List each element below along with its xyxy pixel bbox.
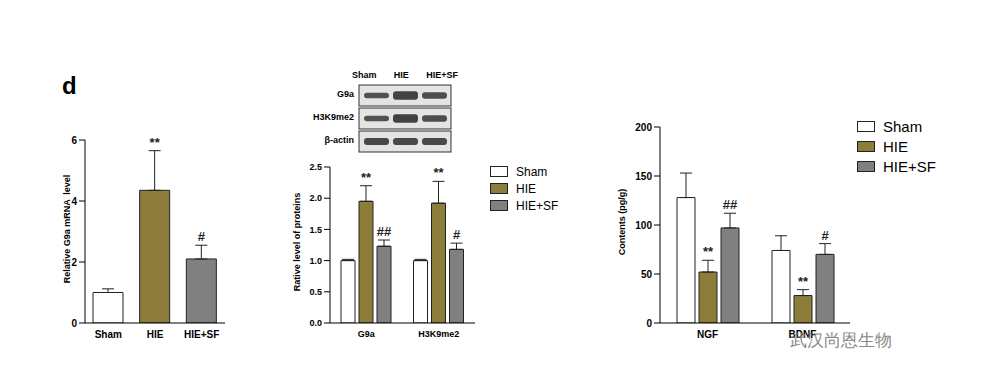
html-text:HIE+SF: HIE+SF bbox=[883, 157, 936, 175]
html-text:H3K9me2: H3K9me2 bbox=[313, 112, 354, 122]
html-text:HIE+SF: HIE+SF bbox=[426, 70, 458, 80]
svg-text:2: 2 bbox=[71, 257, 77, 268]
svg-text:6: 6 bbox=[71, 135, 77, 146]
svg-text:**: ** bbox=[433, 165, 444, 180]
html-text:Sham: Sham bbox=[883, 117, 923, 135]
html-text:HIE: HIE bbox=[393, 70, 409, 80]
html-text:武汉尚恩生物: 武汉尚恩生物 bbox=[790, 330, 892, 350]
svg-text:Sham: Sham bbox=[95, 329, 122, 340]
svg-text:**: ** bbox=[361, 170, 372, 185]
svg-text:1.5: 1.5 bbox=[309, 225, 322, 235]
svg-text:#: # bbox=[453, 227, 461, 242]
html-text:HIE+SF: HIE+SF bbox=[516, 198, 559, 213]
svg-text:H3K9me2: H3K9me2 bbox=[418, 329, 459, 339]
html-text:Sham: Sham bbox=[516, 164, 548, 179]
svg-text:**: ** bbox=[703, 244, 714, 259]
svg-text:200: 200 bbox=[635, 122, 652, 133]
html-text:Relative G9a mRNA level: Relative G9a mRNA level bbox=[62, 174, 72, 283]
svg-text:0: 0 bbox=[71, 318, 77, 329]
html-text:Rative level of proteins: Rative level of proteins bbox=[292, 192, 302, 292]
svg-text:#: # bbox=[821, 228, 829, 243]
html-text:HIE: HIE bbox=[516, 181, 536, 196]
svg-text:HIE: HIE bbox=[147, 329, 164, 340]
svg-text:##: ## bbox=[377, 224, 392, 239]
html-text:G9a: G9a bbox=[337, 89, 354, 99]
svg-text:2.5: 2.5 bbox=[309, 162, 322, 172]
html-text:Contents (pg/g): Contents (pg/g) bbox=[617, 188, 627, 256]
svg-text:HIE+SF: HIE+SF bbox=[184, 329, 219, 340]
svg-text:0.0: 0.0 bbox=[309, 318, 322, 328]
svg-text:50: 50 bbox=[641, 269, 653, 280]
svg-text:100: 100 bbox=[635, 220, 652, 231]
svg-text:**: ** bbox=[150, 135, 161, 150]
html-text:HIE: HIE bbox=[883, 137, 908, 155]
html-text:Sham: Sham bbox=[352, 70, 377, 80]
svg-text:1.0: 1.0 bbox=[309, 256, 322, 266]
svg-text:0: 0 bbox=[646, 318, 652, 329]
svg-text:0.5: 0.5 bbox=[309, 287, 322, 297]
html-text:β-actin: β-actin bbox=[324, 135, 354, 145]
svg-text:NGF: NGF bbox=[697, 329, 718, 340]
svg-text:4: 4 bbox=[71, 196, 77, 207]
svg-text:150: 150 bbox=[635, 171, 652, 182]
svg-text:#: # bbox=[198, 229, 206, 244]
svg-text:2.0: 2.0 bbox=[309, 193, 322, 203]
svg-text:##: ## bbox=[723, 197, 738, 212]
svg-text:**: ** bbox=[798, 274, 809, 289]
html-text:d: d bbox=[62, 72, 77, 99]
svg-text:G9a: G9a bbox=[358, 329, 376, 339]
